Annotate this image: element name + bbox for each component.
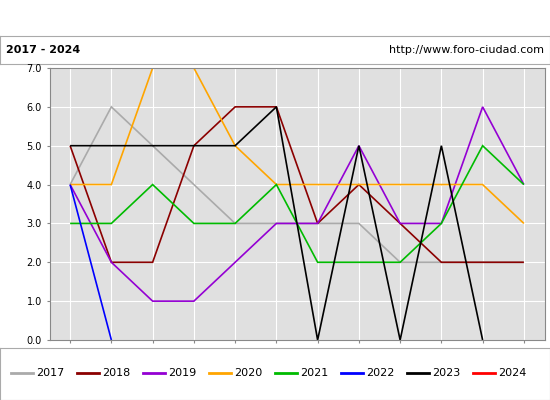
Text: 2017 - 2024: 2017 - 2024 [6, 45, 80, 55]
Text: 2020: 2020 [234, 368, 262, 378]
Text: 2022: 2022 [366, 368, 394, 378]
Text: 2023: 2023 [432, 368, 460, 378]
Text: 2021: 2021 [300, 368, 328, 378]
Text: Evolucion del paro registrado en Santa Coloma: Evolucion del paro registrado en Santa C… [95, 10, 455, 26]
Text: 2017: 2017 [36, 368, 64, 378]
Text: 2024: 2024 [498, 368, 526, 378]
Text: 2019: 2019 [168, 368, 196, 378]
Text: 2018: 2018 [102, 368, 130, 378]
Text: http://www.foro-ciudad.com: http://www.foro-ciudad.com [389, 45, 544, 55]
